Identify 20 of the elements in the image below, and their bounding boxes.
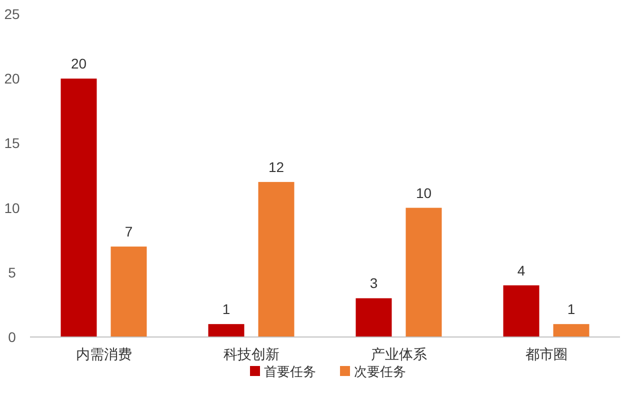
data-label: 1 [567, 301, 576, 318]
y-tick-label: 0 [8, 329, 16, 345]
data-label: 12 [268, 158, 284, 175]
data-label: 10 [416, 184, 432, 201]
y-tick-label: 5 [8, 264, 16, 280]
y-tick-label: 10 [4, 200, 20, 216]
y-tick-label: 15 [4, 135, 20, 152]
data-label: 4 [517, 262, 526, 278]
data-label: 3 [370, 275, 378, 292]
data-label: 20 [70, 56, 87, 72]
legend-label: 次要任务 [354, 364, 406, 379]
data-label: 7 [124, 224, 133, 240]
data-label: 1 [222, 301, 230, 318]
x-tick-label: 内需消费 [76, 346, 132, 362]
x-tick-label: 产业体系 [370, 346, 427, 362]
legend-label: 首要任务 [264, 364, 316, 379]
y-tick-label: 25 [4, 6, 20, 22]
y-tick-label: 20 [4, 70, 20, 87]
x-tick-label: 科技创新 [223, 346, 280, 362]
x-tick-label: 都市圈 [525, 346, 568, 362]
